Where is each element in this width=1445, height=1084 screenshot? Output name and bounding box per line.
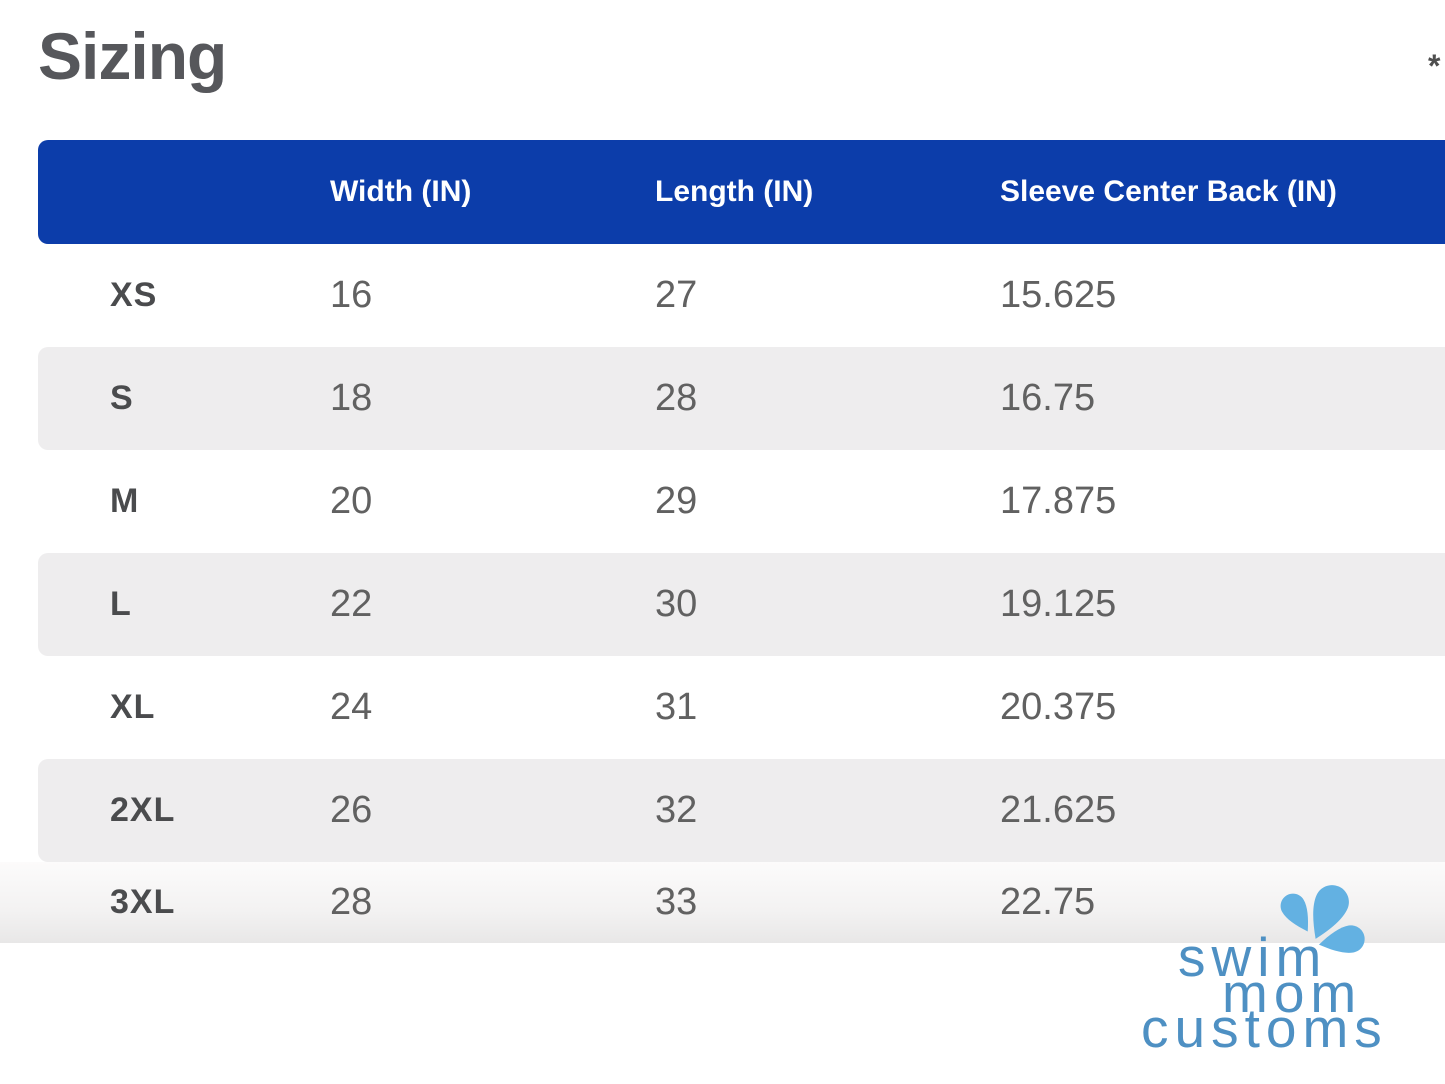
length-value: 29 <box>655 480 698 522</box>
width-value: 20 <box>330 480 373 522</box>
watermark-mom: mom <box>1222 962 1363 1024</box>
header-cell-sleeve: Sleeve Center Back (IN) <box>1000 175 1337 208</box>
water-splash-icon <box>1280 885 1365 953</box>
width-value: 28 <box>330 881 373 923</box>
width-value: 18 <box>330 377 373 419</box>
width-value: 16 <box>330 274 373 316</box>
length-value: 28 <box>655 377 698 419</box>
length-value: 27 <box>655 274 698 316</box>
length-value: 32 <box>655 789 698 831</box>
size-label: 2XL <box>110 791 176 829</box>
table-row-s: S 18 28 16.75 <box>38 347 1445 450</box>
length-value: 31 <box>655 686 698 728</box>
footnote-asterisk: * <box>1428 48 1441 84</box>
length-value: 33 <box>655 881 698 923</box>
watermark-customs: customs <box>1141 997 1388 1059</box>
sleeve-value: 16.75 <box>1000 377 1096 419</box>
page-title: Sizing <box>38 19 227 93</box>
table-row-l: L 22 30 19.125 <box>38 553 1445 656</box>
table-row-m: M 20 29 17.875 <box>38 450 1445 553</box>
sizing-table: Width (IN) Length (IN) Sleeve Center Bac… <box>0 140 1445 943</box>
table-header-row: Width (IN) Length (IN) Sleeve Center Bac… <box>38 140 1445 244</box>
sleeve-value: 20.375 <box>1000 686 1117 728</box>
table-row-xl: XL 24 31 20.375 <box>38 656 1445 759</box>
size-label: XL <box>110 688 156 726</box>
sleeve-value: 19.125 <box>1000 583 1117 625</box>
header-cell-length: Length (IN) <box>655 175 814 208</box>
sleeve-value: 22.75 <box>1000 881 1096 923</box>
width-value: 22 <box>330 583 373 625</box>
header-cell-width: Width (IN) <box>330 175 472 208</box>
size-label: 3XL <box>110 883 176 921</box>
table-row-3xl: 3XL 28 33 22.75 <box>0 862 1445 943</box>
sleeve-value: 15.625 <box>1000 274 1117 316</box>
table-row-xs: XS 16 27 15.625 <box>38 244 1445 347</box>
size-label: XS <box>110 276 158 314</box>
sleeve-value: 21.625 <box>1000 789 1117 831</box>
width-value: 24 <box>330 686 373 728</box>
table-row-2xl: 2XL 26 32 21.625 <box>38 759 1445 862</box>
size-label: M <box>110 482 140 520</box>
width-value: 26 <box>330 789 373 831</box>
size-label: L <box>110 585 132 623</box>
sleeve-value: 17.875 <box>1000 480 1117 522</box>
watermark-swim: swim <box>1178 926 1328 988</box>
length-value: 30 <box>655 583 698 625</box>
size-label: S <box>110 379 134 417</box>
